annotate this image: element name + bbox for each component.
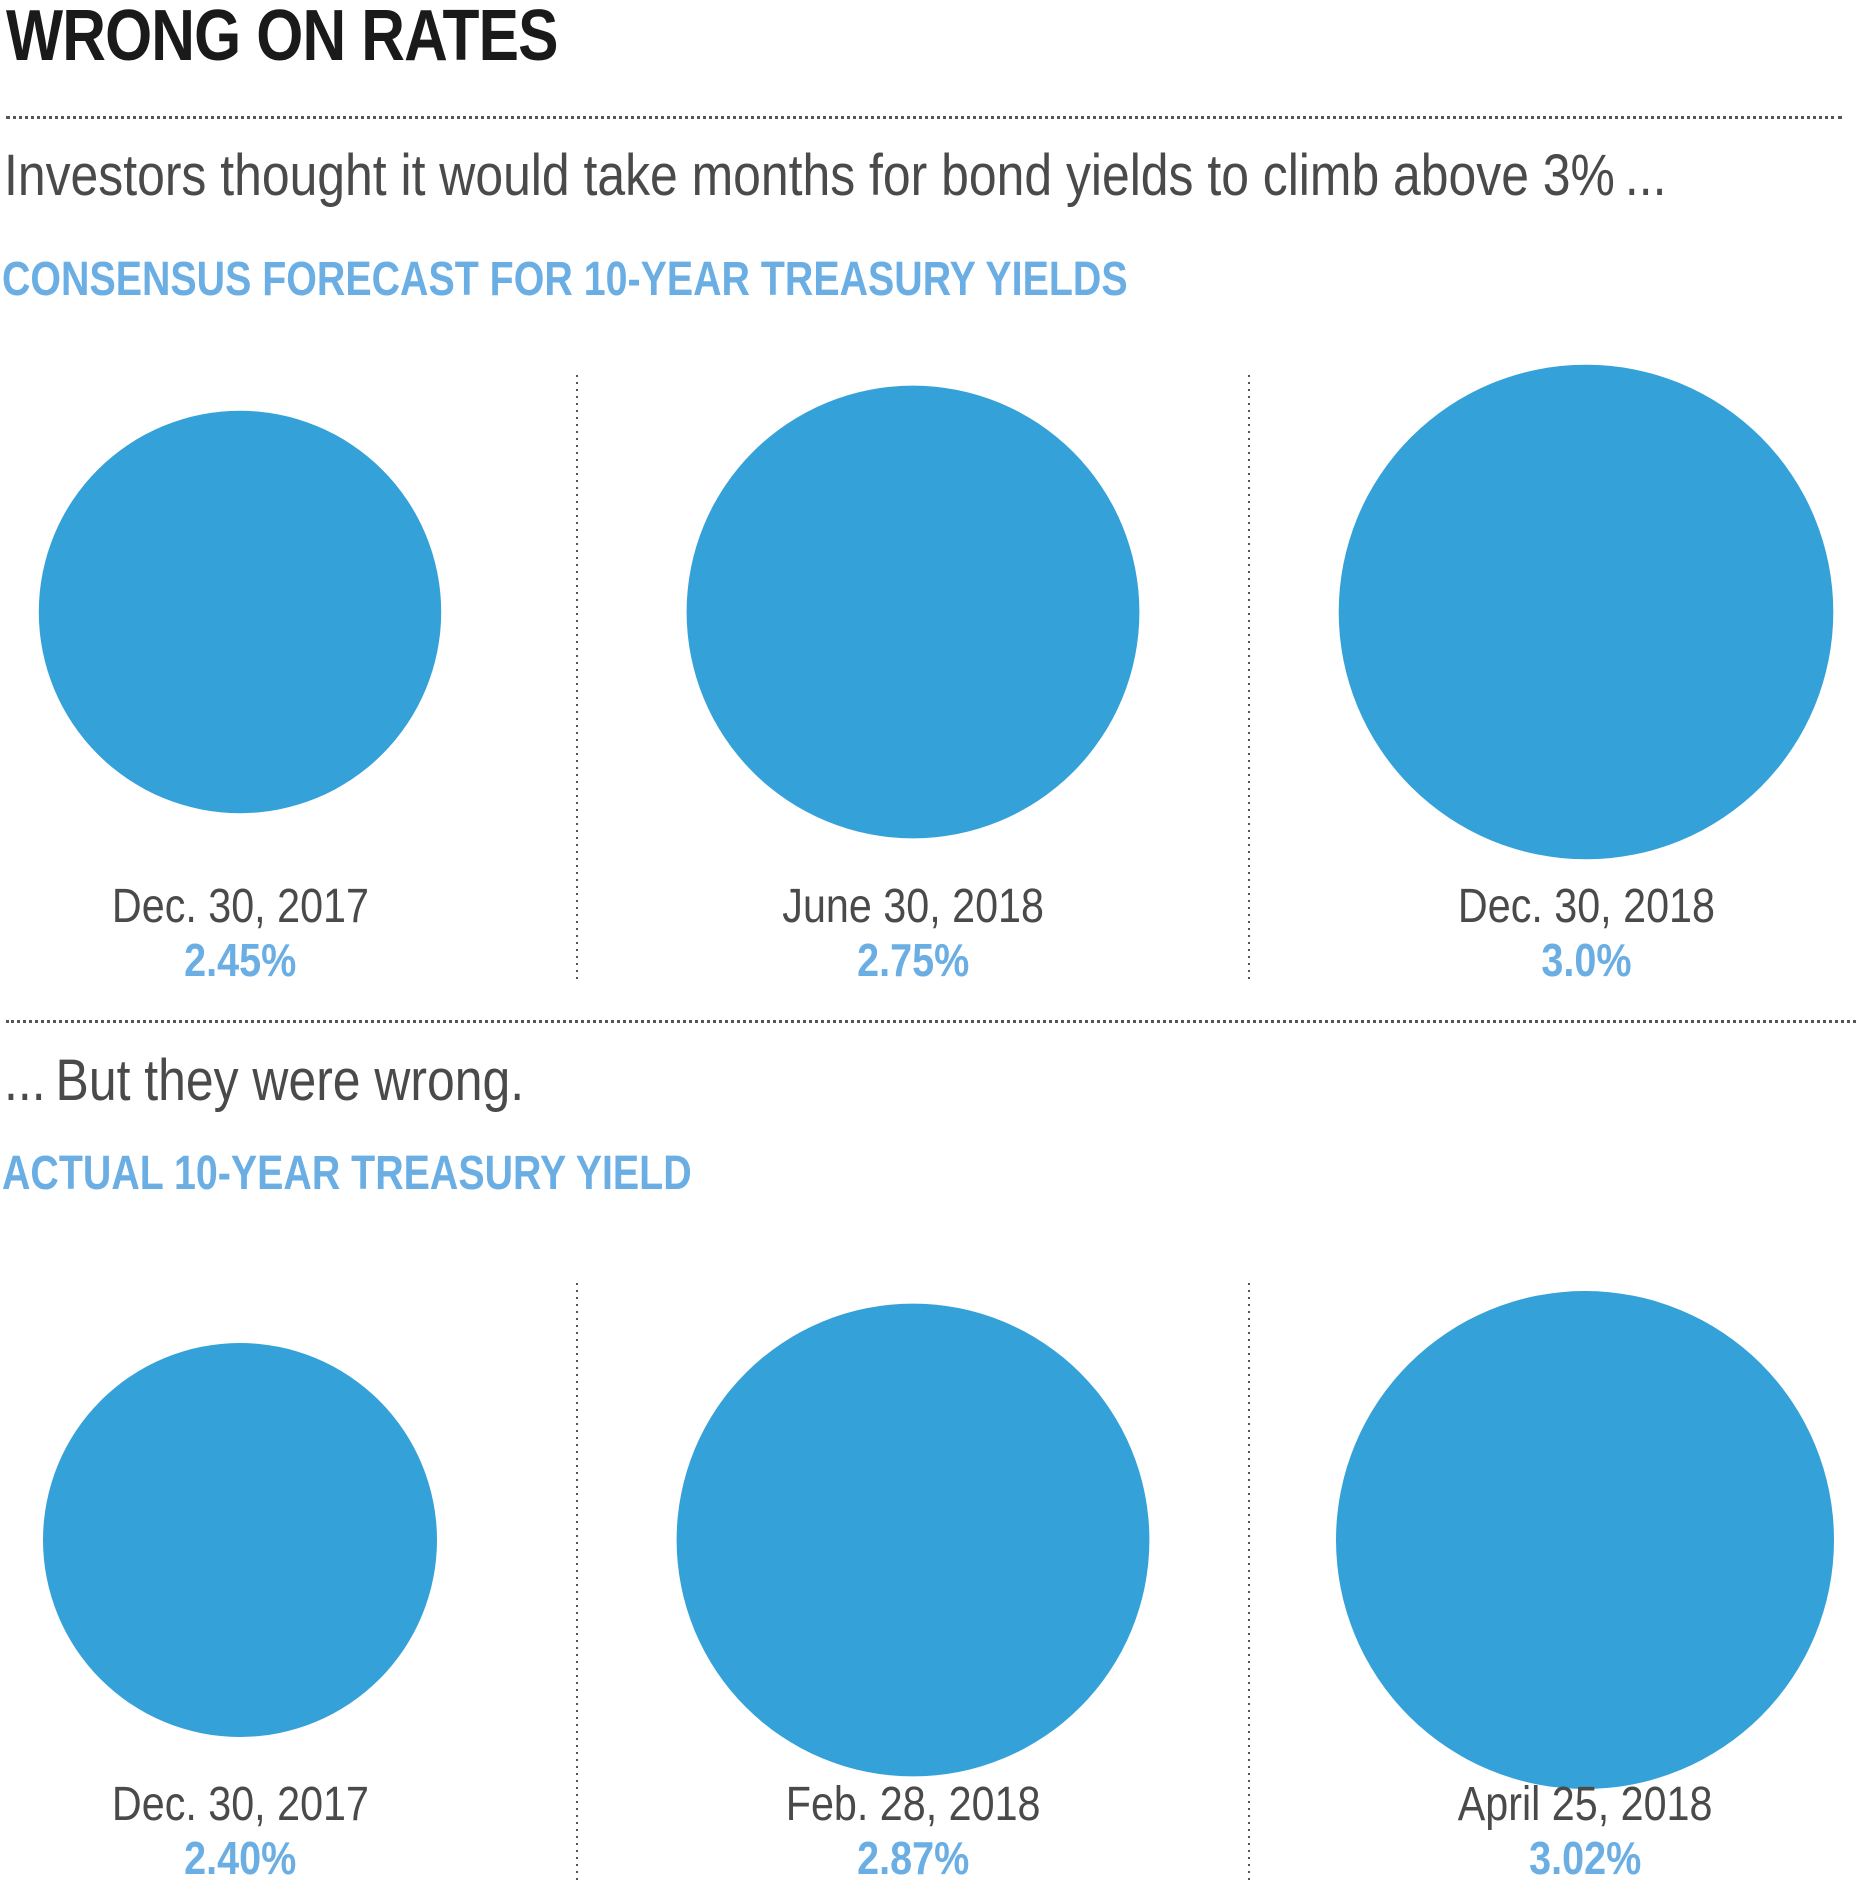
- forecast-date-label-3: Dec. 30, 2018: [1457, 880, 1715, 933]
- actual-date-label-1: Dec. 30, 2017: [111, 1778, 369, 1831]
- forecast-bubble-2: [686, 385, 1140, 839]
- forecast-bubble-1: [38, 410, 442, 814]
- actual-value-label-1: 2.40%: [183, 1832, 297, 1884]
- divider-middle: [6, 1020, 1856, 1023]
- actual-date-label-2: Feb. 28, 2018: [785, 1778, 1041, 1831]
- forecast-value-label-1: 2.45%: [183, 934, 297, 986]
- actual-bubble-3: [1336, 1291, 1834, 1789]
- actual-value-label-2: 2.87%: [856, 1832, 970, 1884]
- outro-text: ... But they were wrong.: [4, 1048, 525, 1113]
- forecast-value-label-2: 2.75%: [856, 934, 970, 986]
- forecast-date-label-1: Dec. 30, 2017: [111, 880, 369, 933]
- intro-text: Investors thought it would take months f…: [4, 143, 1667, 208]
- actual-bubble-1: [43, 1343, 437, 1737]
- forecast-value-label-3: 3.0%: [1540, 934, 1632, 986]
- forecast-bubble-3: [1338, 364, 1834, 860]
- actual-section-title: ACTUAL 10-YEAR TREASURY YIELD: [2, 1147, 692, 1200]
- actual-value-label-3: 3.02%: [1528, 1832, 1642, 1884]
- forecast-date-label-2: June 30, 2018: [782, 880, 1044, 933]
- forecast-section-title: CONSENSUS FORECAST FOR 10-YEAR TREASURY …: [2, 253, 1128, 306]
- chart-title: WRONG ON RATES: [6, 0, 558, 76]
- actual-bubble-2: [676, 1303, 1150, 1777]
- actual-date-label-3: April 25, 2018: [1457, 1778, 1713, 1831]
- divider-top: [6, 116, 1842, 119]
